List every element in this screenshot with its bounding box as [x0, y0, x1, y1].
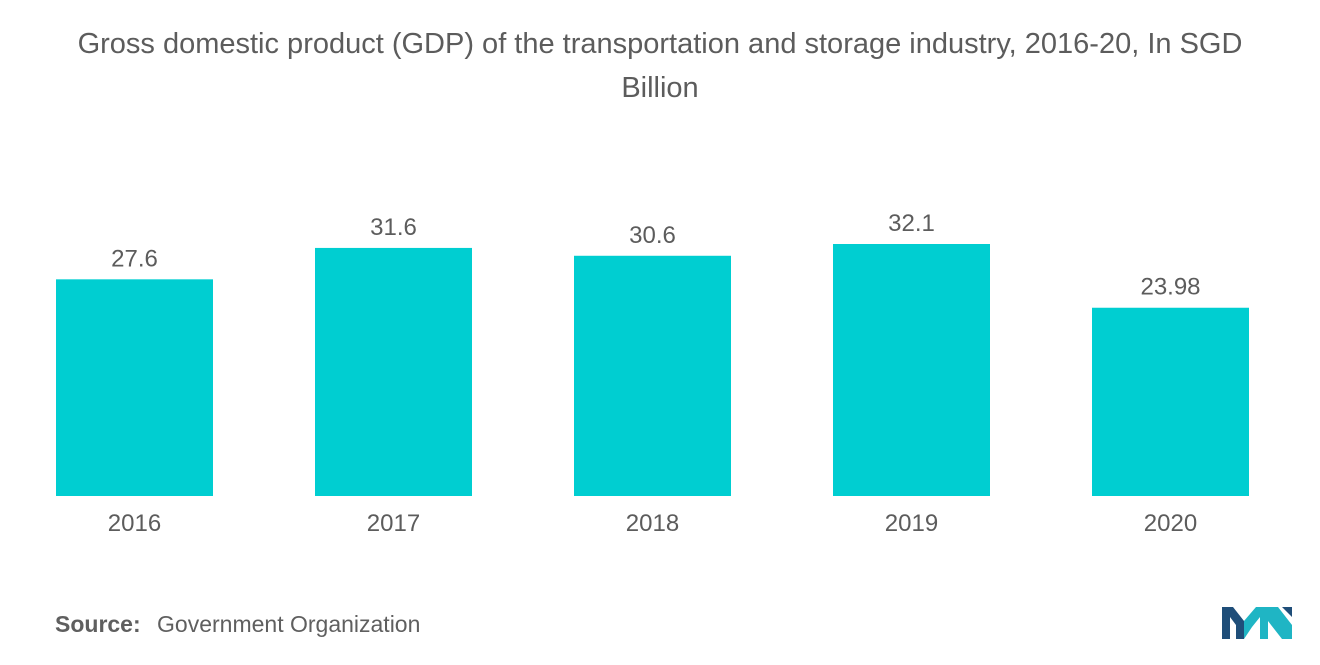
- value-label-2017: 31.6: [370, 214, 417, 241]
- category-label-2018: 2018: [626, 510, 679, 537]
- source-label: Source:: [55, 611, 141, 637]
- value-label-2020: 23.98: [1140, 274, 1200, 301]
- category-label-2017: 2017: [367, 510, 420, 537]
- category-label-2020: 2020: [1144, 510, 1197, 537]
- chart-title: Gross domestic product (GDP) of the tran…: [0, 22, 1320, 110]
- category-label-2019: 2019: [885, 510, 938, 537]
- bar-2020: [1092, 307, 1249, 496]
- value-label-2018: 30.6: [629, 222, 676, 249]
- bar-2018: [574, 255, 731, 496]
- category-label-2016: 2016: [108, 510, 161, 537]
- bar-2017: [315, 247, 472, 496]
- chart-title-line-1: Gross domestic product (GDP) of the tran…: [77, 28, 1243, 60]
- bar-2019: [833, 244, 990, 496]
- value-label-2016: 27.6: [111, 245, 158, 272]
- value-label-2019: 32.1: [888, 210, 935, 237]
- source-text: Government Organization: [157, 611, 421, 637]
- company-logo-icon: [1222, 607, 1292, 639]
- source-note: Source: Government Organization: [55, 611, 420, 638]
- bar-2016: [56, 279, 213, 496]
- chart-title-line-2: Billion: [621, 72, 699, 104]
